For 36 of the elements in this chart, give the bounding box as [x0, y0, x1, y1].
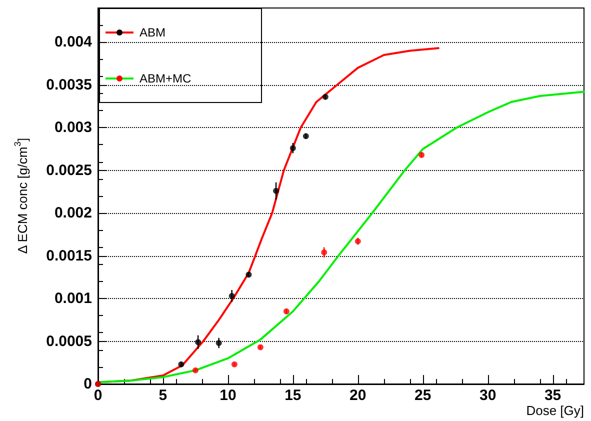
point	[246, 272, 252, 278]
y-axis-title: Δ ECM conc [g/cm3]	[12, 138, 30, 254]
x-axis-title: Dose [Gy]	[526, 403, 584, 418]
point	[257, 344, 264, 350]
point	[273, 188, 280, 194]
y-tick-label: 0.004	[54, 34, 93, 51]
point	[195, 339, 202, 346]
point	[216, 340, 222, 346]
legend-label: ABM+MC	[140, 72, 192, 86]
y-tick-label: 0.0015	[46, 247, 92, 264]
point	[283, 308, 290, 314]
point	[302, 133, 309, 140]
x-tick-label: 15	[284, 387, 302, 404]
y-tick-label: 0.001	[54, 290, 92, 308]
point	[228, 292, 235, 299]
y-tick-label: 0.0025	[46, 162, 92, 179]
x-tick-label: 35	[544, 387, 562, 404]
x-tick-label: 10	[220, 387, 236, 404]
x-tick-label: 30	[479, 387, 496, 404]
point	[354, 238, 361, 244]
point	[322, 94, 328, 100]
x-tick-label: 20	[350, 387, 366, 404]
y-tick-label: 0.002	[54, 204, 92, 222]
point	[290, 145, 296, 152]
point	[321, 249, 328, 256]
point	[178, 361, 184, 368]
y-tick-label: 0.003	[54, 119, 92, 136]
legend-label: ABM	[140, 26, 166, 40]
point	[231, 361, 238, 368]
y-tick-label: 0	[84, 376, 92, 392]
x-tick-label: 5	[158, 387, 168, 404]
x-tick-label: 25	[414, 387, 432, 404]
y-tick-label: 0.0035	[46, 76, 92, 94]
point	[418, 152, 425, 158]
y-tick-label: 0.0005	[46, 332, 92, 350]
point	[192, 367, 198, 374]
